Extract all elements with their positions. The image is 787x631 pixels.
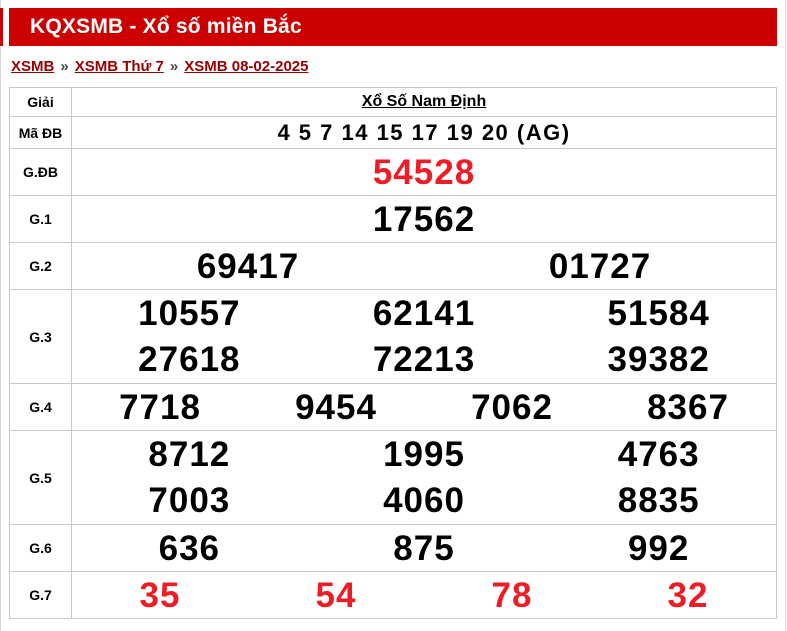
prize-number: 10557 [138, 293, 241, 333]
prize-number: 27618 [138, 340, 241, 380]
breadcrumb-link[interactable]: XSMB [11, 58, 55, 75]
page-title: KQXSMB - Xổ số miền Bắc [30, 15, 302, 38]
prize-row-label: G.4 [10, 384, 72, 430]
prize-row-values: 69417 01727 [72, 243, 776, 289]
prize-row-label: Mã ĐB [10, 117, 72, 148]
prize-row: G.5 8712 1995 4763 7003 4060 8835 [10, 430, 776, 524]
breadcrumb-link[interactable]: XSMB 08-02-2025 [184, 58, 309, 75]
prize-row-values: 17562 [72, 196, 776, 242]
prize-row: G.3 10557 62141 51584 27618 72213 39382 [10, 289, 776, 383]
page-title-bar: KQXSMB - Xổ số miền Bắc [9, 8, 777, 46]
prize-number: 4060 [383, 481, 465, 521]
prize-row-values: 4 5 7 14 15 17 19 20 (AG) [72, 117, 776, 148]
prize-row-values: 35 54 78 32 [72, 572, 776, 618]
prize-number: 62141 [372, 293, 476, 333]
prize-number: 78 [491, 575, 533, 615]
prize-number: 9454 [295, 387, 377, 427]
prize-number: 8367 [647, 387, 729, 427]
prize-value-line: 7718 9454 7062 8367 [72, 384, 776, 430]
prize-number: 8712 [148, 434, 231, 474]
prize-number: 8835 [617, 481, 700, 521]
prize-row: Mã ĐB 4 5 7 14 15 17 19 20 (AG) [10, 116, 776, 148]
prize-row: G.7 35 54 78 32 [10, 571, 776, 618]
prize-row-label: G.6 [10, 525, 72, 571]
prize-row-values: 10557 62141 51584 27618 72213 39382 [72, 290, 776, 383]
prize-number: 1995 [383, 434, 465, 474]
prize-value-line: 10557 62141 51584 [72, 290, 776, 337]
prize-value-line: 636 875 992 [72, 525, 776, 571]
prize-row-label: G.2 [10, 243, 72, 289]
prize-number: 992 [627, 528, 690, 568]
breadcrumb-link[interactable]: XSMB Thứ 7 [74, 58, 164, 75]
prize-number: 17562 [372, 199, 476, 239]
prize-value-line: 27618 72213 39382 [72, 337, 776, 384]
prize-number: 7062 [471, 387, 553, 427]
station-link[interactable]: Xổ Số Nam Định [361, 93, 487, 110]
prize-column-header: Giải [10, 88, 72, 116]
prize-row: G.4 7718 9454 7062 8367 [10, 383, 776, 430]
breadcrumb: XSMB » XSMB Thứ 7 » XSMB 08-02-2025 [1, 46, 785, 87]
prize-number: 54528 [372, 152, 476, 192]
prize-number: 32 [667, 575, 709, 615]
prize-value-line: 8712 1995 4763 [72, 431, 776, 478]
prize-row-label: G.ĐB [10, 149, 72, 195]
left-edge-red-strip [0, 8, 3, 46]
prize-number: 01727 [548, 246, 652, 286]
prize-row: G.1 17562 [10, 195, 776, 242]
prize-row-values: 54528 [72, 149, 776, 195]
breadcrumb-separator: » [60, 58, 69, 75]
prize-number: 69417 [196, 246, 300, 286]
prize-value-line: 17562 [72, 196, 776, 242]
prize-row-label: G.1 [10, 196, 72, 242]
prize-value-line: 7003 4060 8835 [72, 478, 776, 525]
prize-row-label: G.5 [10, 431, 72, 524]
prize-value-line: 35 54 78 32 [72, 572, 776, 618]
prize-number: 54 [315, 575, 357, 615]
prize-number: 51584 [607, 293, 710, 333]
prize-row-label: G.3 [10, 290, 72, 383]
prize-row-label: G.7 [10, 572, 72, 618]
prize-row-values: 7718 9454 7062 8367 [72, 384, 776, 430]
prize-number: 39382 [607, 340, 710, 380]
prize-number: 72213 [372, 340, 476, 380]
results-table: Giải Xổ Số Nam Định Mã ĐB 4 5 7 14 15 17 … [9, 87, 777, 619]
prize-number: 7718 [119, 387, 201, 427]
prize-row: G.2 69417 01727 [10, 242, 776, 289]
prize-number: 636 [158, 528, 221, 568]
prize-row-values: 8712 1995 4763 7003 4060 8835 [72, 431, 776, 524]
table-header-row: Giải Xổ Số Nam Định [10, 88, 776, 116]
prize-value-line: 54528 [72, 149, 776, 195]
prize-value-line: 4 5 7 14 15 17 19 20 (AG) [72, 117, 776, 148]
prize-number: 35 [139, 575, 181, 615]
prize-number: 4763 [617, 434, 700, 474]
prize-number: 7003 [148, 481, 231, 521]
prize-row-values: 636 875 992 [72, 525, 776, 571]
prize-number: 875 [393, 528, 455, 568]
prize-value-line: 69417 01727 [72, 243, 776, 289]
prize-row: G.6 636 875 992 [10, 524, 776, 571]
breadcrumb-separator: » [169, 58, 179, 75]
special-code-value: 4 5 7 14 15 17 19 20 (AG) [277, 119, 571, 145]
station-header-cell: Xổ Số Nam Định [72, 88, 776, 116]
prize-row: G.ĐB 54528 [10, 148, 776, 195]
